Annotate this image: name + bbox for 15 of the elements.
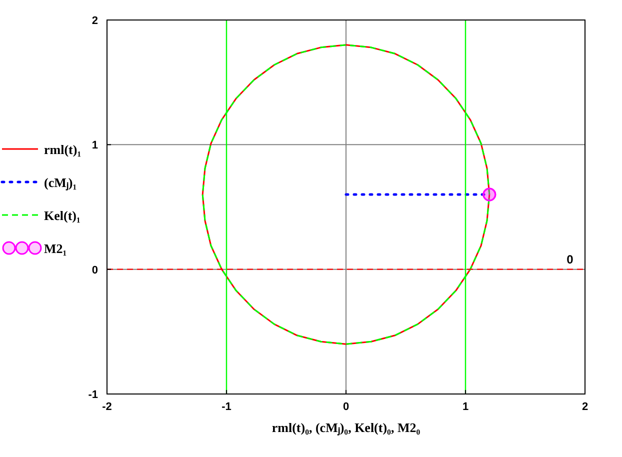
legend-label: M2₁ bbox=[44, 241, 67, 256]
y-tick-label: 0 bbox=[92, 264, 98, 276]
legend-label: rml(t)₁ bbox=[44, 142, 82, 157]
y-tick-label: 1 bbox=[92, 140, 98, 152]
ref-line-label: 0 bbox=[566, 252, 574, 266]
x-tick-label: 1 bbox=[462, 401, 469, 413]
x-axis-title: rml(t)₀, (cMⱼ)₀, Kel(t)₀, M2₀ bbox=[272, 420, 420, 436]
x-tick-label: -2 bbox=[102, 401, 112, 413]
x-tick-label: 2 bbox=[582, 401, 588, 413]
y-tick-label: 2 bbox=[92, 15, 98, 27]
y-tick-label: -1 bbox=[88, 389, 98, 401]
legend-label: (cMⱼ)₁ bbox=[44, 175, 77, 191]
x-tick-label: -1 bbox=[222, 401, 232, 413]
x-tick-label: 0 bbox=[342, 401, 350, 413]
legend-label: Kel(t)₁ bbox=[44, 208, 80, 223]
